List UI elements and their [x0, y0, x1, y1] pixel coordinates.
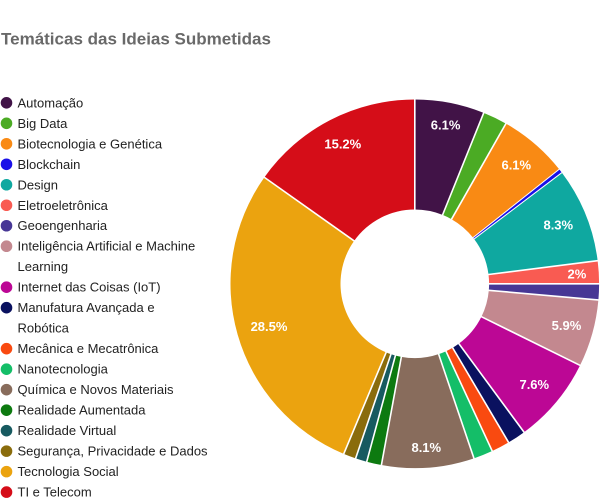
svg-text:28.5%: 28.5%: [251, 319, 288, 334]
svg-text:Temáticas das Ideias Submetida: Temáticas das Ideias Submetidas: [1, 30, 271, 49]
svg-text:Realidade Aumentada: Realidade Aumentada: [18, 403, 147, 418]
svg-text:Design: Design: [18, 177, 58, 192]
svg-text:Manufatura Avançada e: Manufatura Avançada e: [18, 300, 155, 315]
svg-text:Internet das Coisas (IoT): Internet das Coisas (IoT): [18, 280, 161, 295]
svg-text:6.1%: 6.1%: [431, 117, 461, 132]
svg-text:Inteligência Artificial e Mach: Inteligência Artificial e Machine: [18, 239, 196, 254]
svg-text:Química e Novos Materiais: Química e Novos Materiais: [18, 382, 175, 397]
svg-text:2%: 2%: [568, 267, 587, 282]
svg-text:15.2%: 15.2%: [324, 136, 361, 151]
svg-text:8.3%: 8.3%: [543, 218, 573, 233]
svg-text:Tecnologia Social: Tecnologia Social: [18, 464, 119, 479]
svg-text:Geoengenharia: Geoengenharia: [18, 218, 108, 233]
svg-text:TI e Telecom: TI e Telecom: [18, 485, 92, 500]
svg-text:Learning: Learning: [18, 259, 69, 274]
svg-text:Eletroeletrônica: Eletroeletrônica: [18, 198, 109, 213]
svg-text:7.6%: 7.6%: [519, 377, 549, 392]
svg-text:Big Data: Big Data: [18, 116, 69, 131]
svg-text:5.9%: 5.9%: [552, 318, 582, 333]
svg-text:Robótica: Robótica: [18, 321, 70, 336]
svg-text:6.1%: 6.1%: [501, 157, 531, 172]
svg-text:Biotecnologia e Genética: Biotecnologia e Genética: [18, 136, 163, 151]
svg-text:Automação: Automação: [18, 95, 84, 110]
svg-text:Segurança, Privacidade e Dados: Segurança, Privacidade e Dados: [18, 444, 209, 459]
svg-text:Mecânica e Mecatrônica: Mecânica e Mecatrônica: [18, 341, 160, 356]
svg-text:8.1%: 8.1%: [411, 440, 441, 455]
svg-text:Realidade Virtual: Realidade Virtual: [18, 423, 117, 438]
svg-text:Blockchain: Blockchain: [18, 157, 81, 172]
svg-text:Nanotecnologia: Nanotecnologia: [18, 362, 109, 377]
